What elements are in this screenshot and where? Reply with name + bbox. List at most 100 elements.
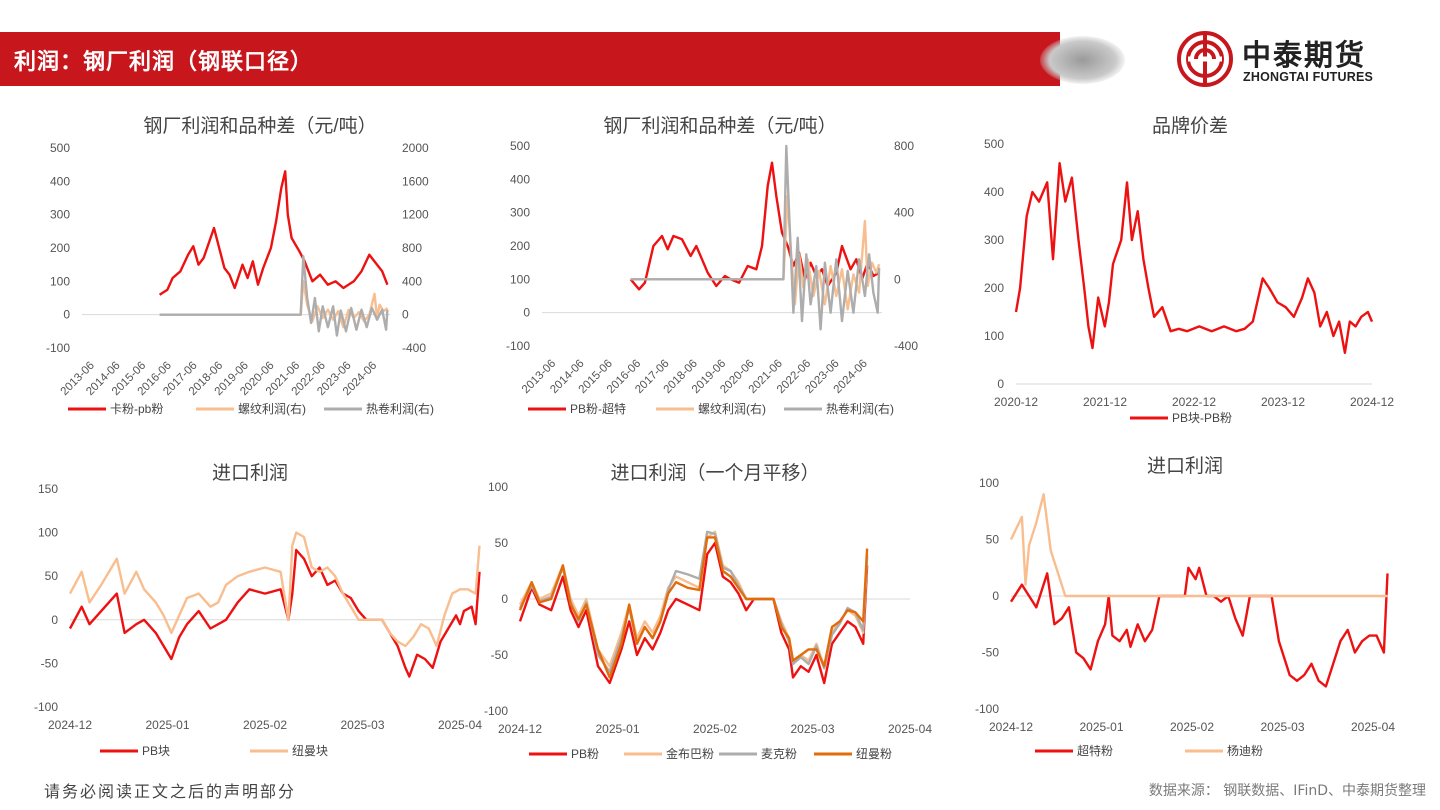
series-line [159, 255, 389, 337]
chart-title: 钢厂利润和品种差（元/吨） [603, 115, 836, 137]
series-line [68, 531, 481, 648]
series-line [158, 170, 389, 296]
legend-label: PB粉-超特 [570, 401, 626, 416]
y-tick-label: 0 [51, 613, 58, 627]
y-tick-label: 300 [50, 208, 70, 222]
x-tick-label: 2024-12 [989, 720, 1033, 734]
chart-import-profit-shifted: 进口利润（一个月平移） -100 -50 0 50 100 2024-12 2025-01 20… [484, 462, 932, 761]
x-tick-label: 2025-04 [438, 718, 482, 732]
y-tick-label: 400 [984, 185, 1004, 199]
y-tick-label: 0 [63, 308, 70, 322]
y-tick-label: 0 [501, 592, 508, 606]
y-tick-label: 100 [488, 480, 508, 494]
y-tick-label: 50 [986, 533, 1000, 547]
series-line [1009, 493, 1388, 598]
y-tick-label: 50 [45, 569, 59, 583]
y-tick-label: 400 [510, 172, 530, 186]
y2-tick-label: -400 [894, 339, 918, 353]
x-tick-label: 2025-02 [243, 718, 287, 732]
x-tick-label: 2025-02 [693, 722, 737, 736]
y2-tick-label: 0 [402, 308, 409, 322]
legend-label: 杨迪粉 [1227, 743, 1263, 758]
zhongtai-logo-icon [1177, 31, 1233, 87]
y-tick-label: 200 [984, 281, 1004, 295]
y-tick-label: -50 [982, 646, 1000, 660]
legend-label: 麦克粉 [761, 747, 797, 761]
y-tick-label: -100 [975, 702, 999, 716]
legend-label: 热卷利润(右) [366, 401, 434, 416]
brand-logo: 中泰期货 ZHONGTAI FUTURES [1176, 30, 1416, 88]
header-bar [0, 32, 1060, 86]
y-tick-label: 500 [510, 139, 530, 153]
x-tick-label: 2025-03 [340, 718, 384, 732]
series-line [629, 161, 880, 291]
header-shadow [1040, 36, 1125, 84]
y-tick-label: 400 [50, 174, 70, 188]
series-line [1014, 162, 1374, 354]
x-tick-label: 2025-03 [1260, 720, 1304, 734]
legend-label: 螺纹利润(右) [698, 401, 766, 416]
x-tick-label: 2024-12 [48, 718, 92, 732]
y-tick-label: 300 [510, 206, 530, 220]
y-tick-label: 200 [510, 239, 530, 253]
y2-tick-label: 800 [402, 241, 422, 255]
series-line [630, 144, 881, 331]
y2-tick-label: 400 [402, 274, 422, 288]
y2-tick-label: 0 [894, 272, 901, 286]
legend-label: PB粉 [571, 747, 599, 761]
y-tick-label: 50 [495, 536, 509, 550]
chart-import-profit-fines: 进口利润 -100 -50 0 50 100 2024-12 2025-01 2025-02 20… [975, 455, 1395, 758]
legend-label: 超特粉 [1077, 743, 1113, 758]
page-title: 利润：钢厂利润（钢联口径） [14, 50, 314, 75]
logo-name-cn: 中泰期货 [1242, 38, 1367, 72]
x-tick-label: 2025-03 [790, 722, 834, 736]
y2-tick-label: 1200 [402, 208, 429, 222]
y-tick-label: 100 [510, 272, 530, 286]
x-tick-label: 2024-12 [498, 722, 542, 736]
x-tick-label: 2024-12 [1350, 395, 1394, 409]
y-tick-label: -100 [484, 704, 508, 718]
chart-title: 进口利润 [212, 462, 288, 484]
y-tick-label: -50 [41, 656, 59, 670]
y-tick-label: -100 [506, 339, 530, 353]
x-tick-label: 2025-01 [145, 718, 189, 732]
y-tick-label: 0 [997, 377, 1004, 391]
chart-brand-spread: 品牌价差 0 100 200 300 400 500 2020-12 2021-12 2022-1… [984, 115, 1394, 425]
legend-label: 螺纹利润(右) [238, 401, 306, 416]
y-tick-label: 300 [984, 233, 1004, 247]
legend-label: 卡粉-pb粉 [110, 402, 163, 416]
y-tick-label: 100 [38, 526, 58, 540]
y2-tick-label: 2000 [402, 141, 429, 155]
data-source-note: 数据来源： 钢联数据、IFinD、中泰期货整理 [1148, 783, 1426, 799]
series-line [630, 194, 881, 311]
chart-title: 进口利润（一个月平移） [610, 462, 819, 484]
y-tick-label: 100 [984, 329, 1004, 343]
legend-label: 纽曼粉 [856, 747, 892, 761]
logo-name-en: ZHONGTAI FUTURES [1243, 70, 1374, 84]
chart-title: 钢厂利润和品种差（元/吨） [143, 115, 376, 137]
y-tick-label: 100 [979, 476, 999, 490]
series-line [1009, 566, 1389, 688]
x-tick-label: 2025-04 [888, 722, 932, 736]
chart-import-profit-lump: 进口利润 -100 -50 0 50 100 150 2024-12 2025-01 2025-0… [34, 462, 482, 758]
series-line [68, 548, 481, 678]
legend-label: 金布巴粉 [666, 746, 714, 761]
y-tick-label: 150 [38, 482, 58, 496]
legend-label: PB块 [142, 744, 170, 758]
legend-label: 纽曼块 [292, 744, 328, 758]
chart-steel-profit-middle: 钢厂利润和品种差（元/吨） -100 0 100 200 300 400 500 -400 0 40… [506, 115, 918, 416]
disclaimer-note: 请务必阅读正文之后的声明部分 [44, 782, 297, 801]
series-line [518, 541, 869, 685]
x-tick-label: 2025-01 [1079, 720, 1123, 734]
y2-tick-label: 1600 [402, 174, 429, 188]
y-tick-label: 500 [984, 137, 1004, 151]
x-tick-label: 2022-12 [1172, 395, 1216, 409]
y-tick-label: -100 [34, 700, 58, 714]
x-tick-label: 2021-12 [1083, 395, 1127, 409]
y2-tick-label: -400 [402, 341, 426, 355]
y2-tick-label: 800 [894, 139, 914, 153]
x-tick-label: 2020-12 [994, 395, 1038, 409]
chart-title: 进口利润 [1147, 455, 1223, 477]
y-tick-label: 0 [992, 589, 999, 603]
series-line [518, 536, 869, 679]
